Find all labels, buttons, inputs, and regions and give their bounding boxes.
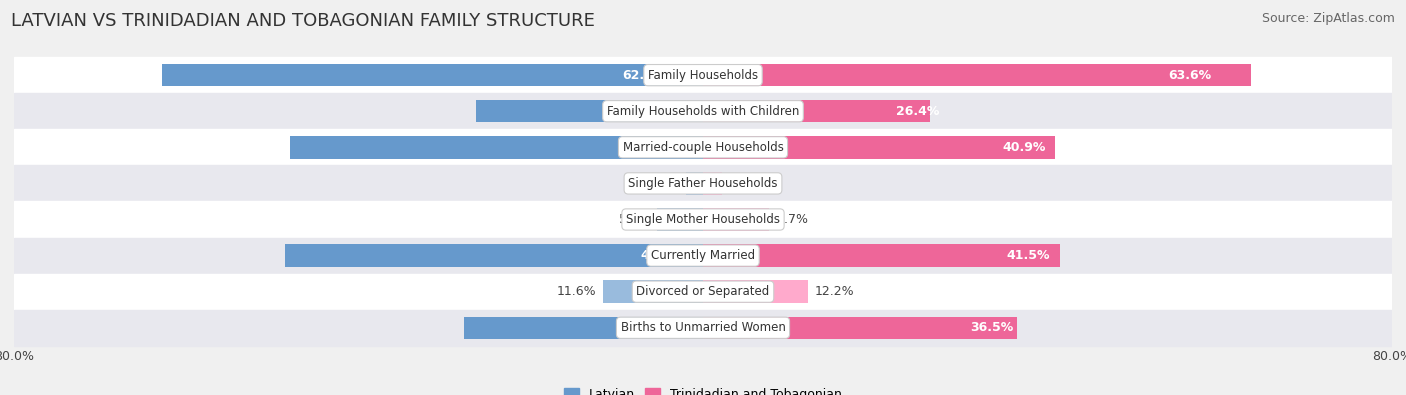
Bar — [14, 129, 1392, 166]
Text: Single Mother Households: Single Mother Households — [626, 213, 780, 226]
Bar — [14, 310, 1392, 346]
Text: 36.5%: 36.5% — [970, 321, 1014, 334]
Bar — [14, 201, 1392, 237]
Bar — [703, 316, 1018, 339]
Text: 7.7%: 7.7% — [776, 213, 808, 226]
Bar — [703, 100, 931, 122]
Text: Family Households: Family Households — [648, 69, 758, 82]
Bar — [14, 274, 1392, 310]
Bar — [14, 93, 1392, 129]
Bar — [686, 172, 703, 195]
Bar — [14, 237, 1392, 274]
Text: 5.3%: 5.3% — [619, 213, 651, 226]
Bar — [703, 280, 808, 303]
Text: Divorced or Separated: Divorced or Separated — [637, 285, 769, 298]
Bar — [703, 172, 721, 195]
Text: 41.5%: 41.5% — [1007, 249, 1050, 262]
Text: Family Households with Children: Family Households with Children — [607, 105, 799, 118]
Text: Single Father Households: Single Father Households — [628, 177, 778, 190]
Text: Married-couple Households: Married-couple Households — [623, 141, 783, 154]
Bar — [703, 64, 1251, 87]
Bar — [162, 64, 703, 87]
Bar — [703, 208, 769, 231]
Bar — [291, 136, 703, 158]
Bar — [703, 245, 1060, 267]
Text: Source: ZipAtlas.com: Source: ZipAtlas.com — [1261, 12, 1395, 25]
Legend: Latvian, Trinidadian and Tobagonian: Latvian, Trinidadian and Tobagonian — [560, 383, 846, 395]
Bar — [603, 280, 703, 303]
Text: Births to Unmarried Women: Births to Unmarried Women — [620, 321, 786, 334]
Text: 48.5%: 48.5% — [640, 249, 683, 262]
Bar — [658, 208, 703, 231]
Bar — [14, 166, 1392, 201]
Text: 62.8%: 62.8% — [621, 69, 665, 82]
Text: 12.2%: 12.2% — [815, 285, 855, 298]
Text: 63.6%: 63.6% — [1168, 69, 1212, 82]
Text: 47.9%: 47.9% — [641, 141, 685, 154]
Bar — [703, 136, 1056, 158]
Bar — [464, 316, 703, 339]
Bar — [285, 245, 703, 267]
Text: LATVIAN VS TRINIDADIAN AND TOBAGONIAN FAMILY STRUCTURE: LATVIAN VS TRINIDADIAN AND TOBAGONIAN FA… — [11, 12, 595, 30]
Text: 2.0%: 2.0% — [647, 177, 679, 190]
Text: 26.4%: 26.4% — [669, 105, 713, 118]
Text: 2.2%: 2.2% — [728, 177, 761, 190]
Text: 40.9%: 40.9% — [1002, 141, 1046, 154]
Text: 27.7%: 27.7% — [668, 321, 710, 334]
Text: Currently Married: Currently Married — [651, 249, 755, 262]
Text: 11.6%: 11.6% — [557, 285, 596, 298]
Bar — [475, 100, 703, 122]
Bar — [14, 57, 1392, 93]
Text: 26.4%: 26.4% — [896, 105, 939, 118]
